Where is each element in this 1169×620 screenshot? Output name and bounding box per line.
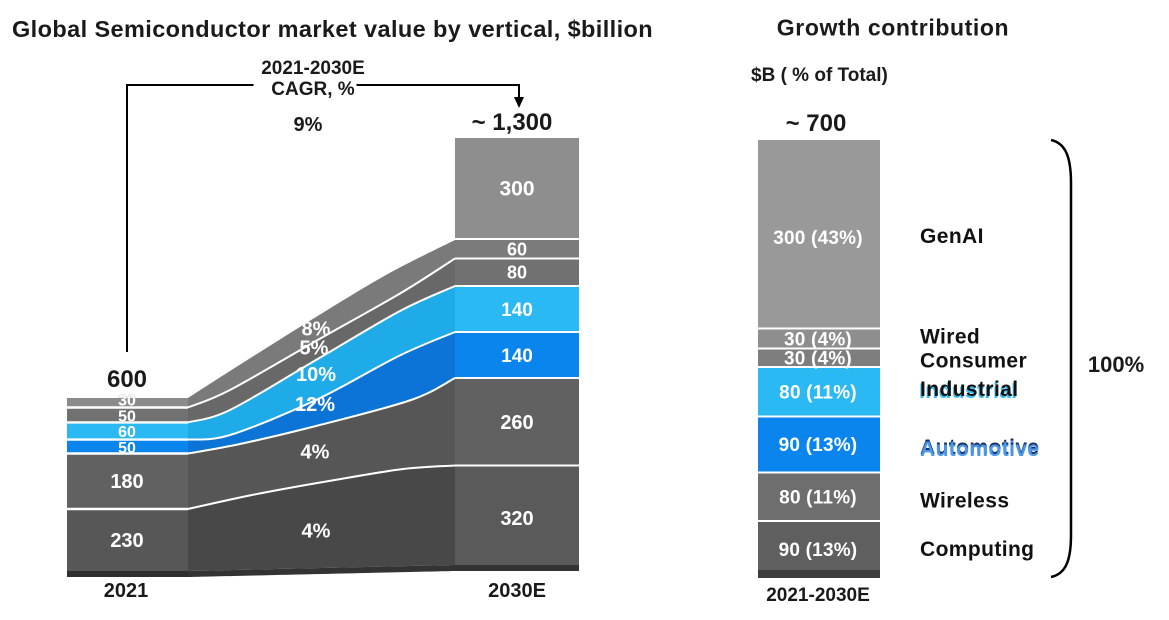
svg-text:90 (13%): 90 (13%) — [779, 435, 858, 456]
svg-text:320: 320 — [500, 508, 533, 530]
svg-text:Growth contribution: Growth contribution — [777, 15, 1009, 41]
svg-text:230: 230 — [110, 530, 143, 552]
svg-text:$B ( % of Total): $B ( % of Total) — [751, 65, 888, 86]
svg-text:30 (4%): 30 (4%) — [784, 348, 852, 369]
svg-text:9%: 9% — [294, 114, 323, 136]
svg-text:90 (13%): 90 (13%) — [779, 540, 858, 561]
svg-text:12%: 12% — [295, 394, 335, 416]
svg-text:Wireless: Wireless — [920, 490, 1009, 513]
svg-text:GenAI: GenAI — [920, 225, 984, 248]
svg-text:80: 80 — [507, 263, 527, 283]
svg-text:2021: 2021 — [104, 580, 149, 602]
svg-text:Wired: Wired — [920, 326, 980, 349]
svg-text:Automotive: Automotive — [920, 436, 1040, 459]
svg-text:260: 260 — [500, 412, 533, 434]
svg-text:300: 300 — [499, 178, 534, 201]
svg-text:50: 50 — [118, 440, 136, 457]
svg-text:Automotive: Automotive — [920, 438, 1040, 461]
svg-text:Computing: Computing — [920, 538, 1034, 561]
svg-text:2021-2030E: 2021-2030E — [261, 58, 365, 79]
svg-text:60: 60 — [118, 424, 136, 441]
svg-text:140: 140 — [501, 346, 533, 367]
svg-text:30: 30 — [118, 393, 136, 410]
svg-text:30 (4%): 30 (4%) — [784, 329, 852, 350]
svg-text:140: 140 — [501, 300, 533, 321]
svg-text:2021-2030E: 2021-2030E — [766, 585, 870, 606]
svg-text:80 (11%): 80 (11%) — [779, 382, 857, 403]
svg-text:4%: 4% — [301, 441, 330, 463]
svg-text:10%: 10% — [296, 364, 336, 386]
svg-text:60: 60 — [507, 240, 527, 260]
svg-text:100%: 100% — [1088, 352, 1144, 377]
svg-text:80 (11%): 80 (11%) — [779, 487, 857, 508]
svg-text:50: 50 — [118, 408, 136, 425]
svg-text:CAGR, %: CAGR, % — [271, 79, 355, 100]
svg-text:5%: 5% — [300, 337, 329, 359]
svg-text:Global Semiconductor market va: Global Semiconductor market value by ver… — [12, 16, 653, 42]
svg-text:~ 1,300: ~ 1,300 — [472, 109, 553, 136]
svg-text:Industrial: Industrial — [920, 378, 1019, 401]
svg-text:4%: 4% — [302, 520, 331, 542]
svg-text:2030E: 2030E — [488, 580, 546, 602]
svg-text:Consumer: Consumer — [920, 350, 1027, 373]
svg-text:Industrial: Industrial — [919, 380, 1018, 403]
svg-text:600: 600 — [107, 366, 147, 393]
svg-text:~ 700: ~ 700 — [786, 110, 847, 137]
svg-text:8%: 8% — [302, 318, 331, 340]
svg-text:300 (43%): 300 (43%) — [773, 228, 862, 249]
svg-text:180: 180 — [110, 471, 143, 493]
